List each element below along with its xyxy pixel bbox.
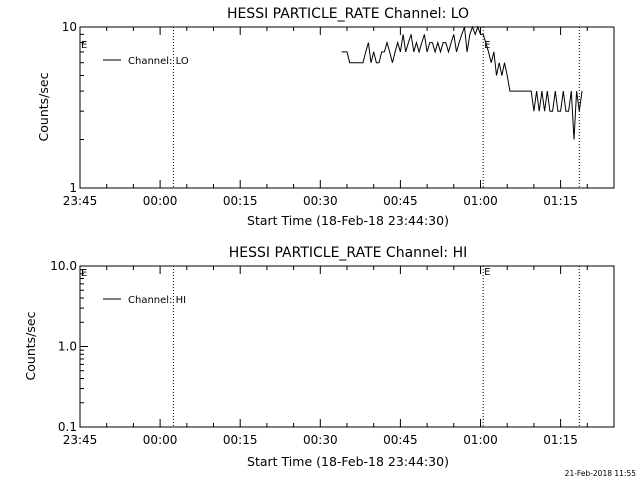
- panel-lo-x-tick-label: 00:45: [383, 194, 418, 208]
- panel-hi-event-marks: E: [172, 266, 580, 427]
- panel-lo-x-tick-label: 01:15: [543, 194, 578, 208]
- panel-hi-event-label: E: [484, 267, 490, 278]
- panel-lo-x-ticks: 23:45 00:00 00:15 00:30 00:45 01:00 01:15: [63, 27, 615, 208]
- panel-hi-legend: Channel: HI: [103, 295, 186, 306]
- panel-lo-x-tick-label: 00:00: [143, 194, 178, 208]
- panel-hi-x-tick-label: 00:30: [303, 433, 338, 447]
- panel-lo-series-line: [341, 25, 583, 140]
- panel-lo-y-tick-label: 10: [62, 20, 77, 34]
- panel-hi-x-tick-label: 00:15: [223, 433, 258, 447]
- panel-hi-x-tick-label: 23:45: [63, 433, 98, 447]
- panel-hi-y-tick-label: 1.0: [58, 340, 77, 354]
- panel-hi-y-tick-label: 0.1: [58, 420, 77, 434]
- panel-hi-x-tick-label: 01:15: [543, 433, 578, 447]
- panel-lo-event-marks: E: [172, 27, 580, 188]
- panel-hi-corner-label: E: [81, 268, 87, 279]
- panel-hi-legend-label: Channel: HI: [128, 295, 186, 306]
- panel-lo-x-axis-label: Start Time (18-Feb-18 23:44:30): [247, 213, 449, 228]
- panel-lo: HESSI PARTICLE_RATE Channel: LO 10 1 23:4…: [36, 6, 615, 228]
- panel-hi-x-tick-label: 00:45: [383, 433, 418, 447]
- panel-hi-x-axis-label: Start Time (18-Feb-18 23:44:30): [247, 454, 449, 469]
- panel-hi: HESSI PARTICLE_RATE Channel: HI 10.0 1.0 0…: [23, 245, 615, 469]
- panel-lo-legend-label: Channel: LO: [128, 56, 189, 67]
- panel-lo-legend: Channel: LO: [103, 56, 189, 67]
- panel-lo-corner-label: E: [81, 40, 87, 51]
- panel-lo-x-tick-label: 23:45: [63, 194, 98, 208]
- panel-lo-y-tick-label: 1: [69, 181, 77, 195]
- panel-hi-y-ticks: 10.0 1.0 0.1: [50, 259, 88, 434]
- panel-hi-x-ticks: 23:45 00:00 00:15 00:30 00:45 01:00 01:15: [63, 266, 615, 447]
- panel-lo-title: HESSI PARTICLE_RATE Channel: LO: [227, 6, 469, 22]
- panel-lo-y-axis-label: Counts/sec: [36, 72, 51, 141]
- panel-lo-x-tick-label: 00:30: [303, 194, 338, 208]
- panel-hi-x-tick-label: 01:00: [463, 433, 498, 447]
- panel-hi-axes-frame: [79, 265, 615, 428]
- panel-lo-y-ticks: 10 1: [62, 20, 88, 195]
- panel-lo-x-tick-label: 01:00: [463, 194, 498, 208]
- panel-lo-x-tick-label: 00:15: [223, 194, 258, 208]
- footer-timestamp: 21-Feb-2018 11:55: [565, 469, 637, 478]
- panel-lo-event-label: E: [484, 40, 490, 51]
- panel-hi-x-tick-label: 00:00: [143, 433, 178, 447]
- panel-hi-title: HESSI PARTICLE_RATE Channel: HI: [229, 245, 467, 261]
- panel-hi-y-axis-label: Counts/sec: [23, 311, 38, 380]
- panel-hi-y-tick-label: 10.0: [50, 259, 77, 273]
